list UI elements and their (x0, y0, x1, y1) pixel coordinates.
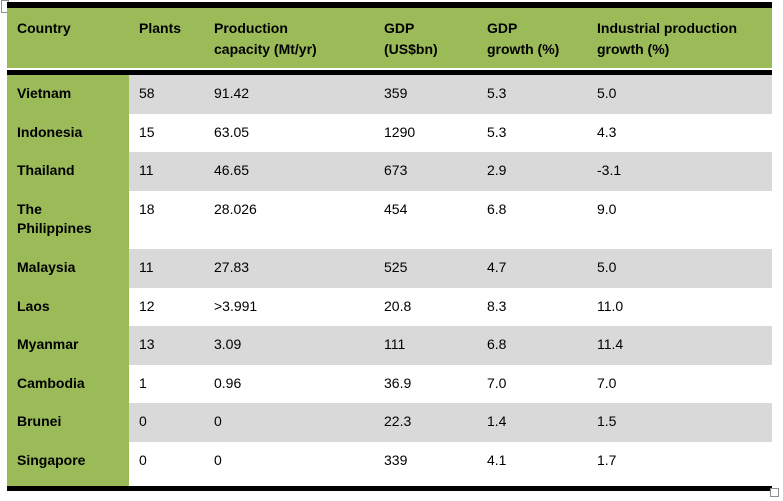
gdp-growth-cell: 8.3 (477, 287, 587, 327)
gdp-growth-cell: 5.3 (477, 70, 587, 114)
country-cell: Cambodia (7, 364, 129, 404)
industrial-growth-cell: 1.5 (587, 403, 772, 442)
plants-cell: 15 (129, 113, 204, 153)
capacity-cell: 46.65 (204, 152, 374, 191)
gdp-growth-cell: 6.8 (477, 190, 587, 249)
industrial-growth-cell: 11.4 (587, 326, 772, 365)
plants-cell: 13 (129, 326, 204, 365)
column-header-gdp-growth: GDP growth (%) (477, 8, 587, 70)
table-row: Indonesia 15 63.05 1290 5.3 4.3 (7, 113, 772, 153)
table-row: Cambodia 1 0.96 36.9 7.0 7.0 (7, 364, 772, 404)
country-cell: Vietnam (7, 70, 129, 114)
gdp-cell: 454 (374, 190, 477, 249)
capacity-cell: 63.05 (204, 113, 374, 153)
plants-cell: 18 (129, 190, 204, 249)
country-cell: Laos (7, 287, 129, 327)
table-row: Singapore 0 0 339 4.1 1.7 (7, 441, 772, 486)
plants-cell: 1 (129, 364, 204, 404)
column-header-industrial-production-growth: Industrial production growth (%) (587, 8, 772, 70)
industrial-growth-cell: -3.1 (587, 152, 772, 191)
column-header-plants: Plants (129, 8, 204, 70)
gdp-cell: 1290 (374, 113, 477, 153)
industrial-growth-cell: 11.0 (587, 287, 772, 327)
table-header-row: Country Plants Production capacity (Mt/y… (7, 8, 772, 70)
capacity-cell: 0.96 (204, 364, 374, 404)
gdp-growth-cell: 4.1 (477, 441, 587, 486)
capacity-cell: >3.991 (204, 287, 374, 327)
country-cement-stats-table: Country Plants Production capacity (Mt/y… (7, 2, 772, 491)
industrial-growth-cell: 5.0 (587, 248, 772, 288)
industrial-growth-cell: 9.0 (587, 190, 772, 249)
table-row: Thailand 11 46.65 673 2.9 -3.1 (7, 152, 772, 191)
country-cell: Myanmar (7, 326, 129, 365)
gdp-cell: 359 (374, 70, 477, 114)
capacity-cell: 27.83 (204, 248, 374, 288)
gdp-growth-cell: 5.3 (477, 113, 587, 153)
gdp-growth-cell: 4.7 (477, 248, 587, 288)
industrial-growth-cell: 4.3 (587, 113, 772, 153)
column-header-country: Country (7, 8, 129, 70)
table-row: The Philippines 18 28.026 454 6.8 9.0 (7, 190, 772, 249)
capacity-cell: 3.09 (204, 326, 374, 365)
country-cell: Thailand (7, 152, 129, 191)
industrial-growth-cell: 5.0 (587, 70, 772, 114)
gdp-cell: 20.8 (374, 287, 477, 327)
column-header-gdp: GDP (US$bn) (374, 8, 477, 70)
industrial-growth-cell: 7.0 (587, 364, 772, 404)
table-row: Vietnam 58 91.42 359 5.3 5.0 (7, 70, 772, 114)
table-row: Laos 12 >3.991 20.8 8.3 11.0 (7, 287, 772, 327)
plants-cell: 58 (129, 70, 204, 114)
table-row: Brunei 0 0 22.3 1.4 1.5 (7, 403, 772, 442)
country-cell: Brunei (7, 403, 129, 442)
gdp-cell: 339 (374, 441, 477, 486)
gdp-growth-cell: 2.9 (477, 152, 587, 191)
plants-cell: 11 (129, 248, 204, 288)
column-header-production-capacity: Production capacity (Mt/yr) (204, 8, 374, 70)
gdp-cell: 36.9 (374, 364, 477, 404)
capacity-cell: 0 (204, 441, 374, 486)
gdp-growth-cell: 7.0 (477, 364, 587, 404)
plants-cell: 0 (129, 403, 204, 442)
gdp-growth-cell: 6.8 (477, 326, 587, 365)
country-cell: Indonesia (7, 113, 129, 153)
country-cell: Malaysia (7, 248, 129, 288)
plants-cell: 11 (129, 152, 204, 191)
gdp-cell: 673 (374, 152, 477, 191)
plants-cell: 0 (129, 441, 204, 486)
table-row: Myanmar 13 3.09 111 6.8 11.4 (7, 326, 772, 365)
capacity-cell: 91.42 (204, 70, 374, 114)
plants-cell: 12 (129, 287, 204, 327)
capacity-cell: 28.026 (204, 190, 374, 249)
table-row: Malaysia 11 27.83 525 4.7 5.0 (7, 248, 772, 288)
country-cell: The Philippines (7, 190, 129, 249)
object-resize-handle-bottom-right[interactable] (770, 488, 779, 497)
country-cell: Singapore (7, 441, 129, 486)
industrial-growth-cell: 1.7 (587, 441, 772, 486)
gdp-cell: 111 (374, 326, 477, 365)
capacity-cell: 0 (204, 403, 374, 442)
gdp-cell: 22.3 (374, 403, 477, 442)
gdp-cell: 525 (374, 248, 477, 288)
gdp-growth-cell: 1.4 (477, 403, 587, 442)
